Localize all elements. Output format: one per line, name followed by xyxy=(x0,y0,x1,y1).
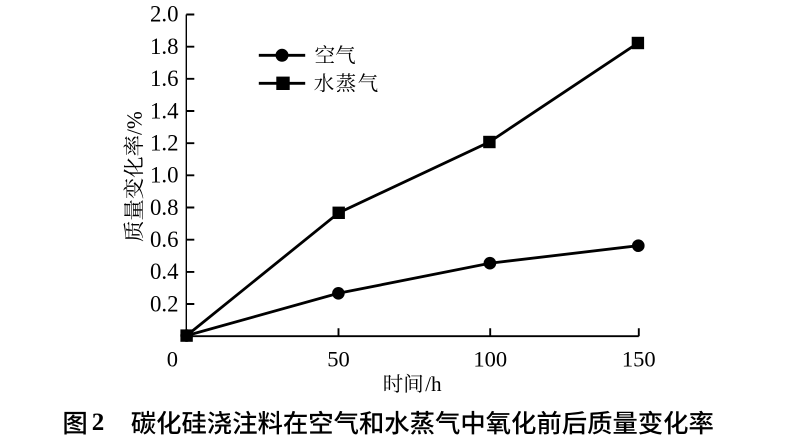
svg-text:0: 0 xyxy=(167,346,178,371)
svg-text:50: 50 xyxy=(327,346,350,371)
svg-text:0.6: 0.6 xyxy=(150,227,179,252)
svg-text:150: 150 xyxy=(622,346,656,371)
svg-text:0.8: 0.8 xyxy=(150,195,179,220)
svg-text:0.4: 0.4 xyxy=(150,259,179,284)
svg-text:1.2: 1.2 xyxy=(150,130,179,155)
svg-text:0.2: 0.2 xyxy=(150,291,179,316)
svg-text:2.0: 2.0 xyxy=(150,2,179,27)
svg-text:1.0: 1.0 xyxy=(150,163,179,188)
svg-text:1.4: 1.4 xyxy=(150,98,179,123)
svg-text:2: 2 xyxy=(92,409,105,436)
svg-text:100: 100 xyxy=(473,346,507,371)
svg-text:1.8: 1.8 xyxy=(150,34,179,59)
svg-text:1.6: 1.6 xyxy=(150,66,179,91)
